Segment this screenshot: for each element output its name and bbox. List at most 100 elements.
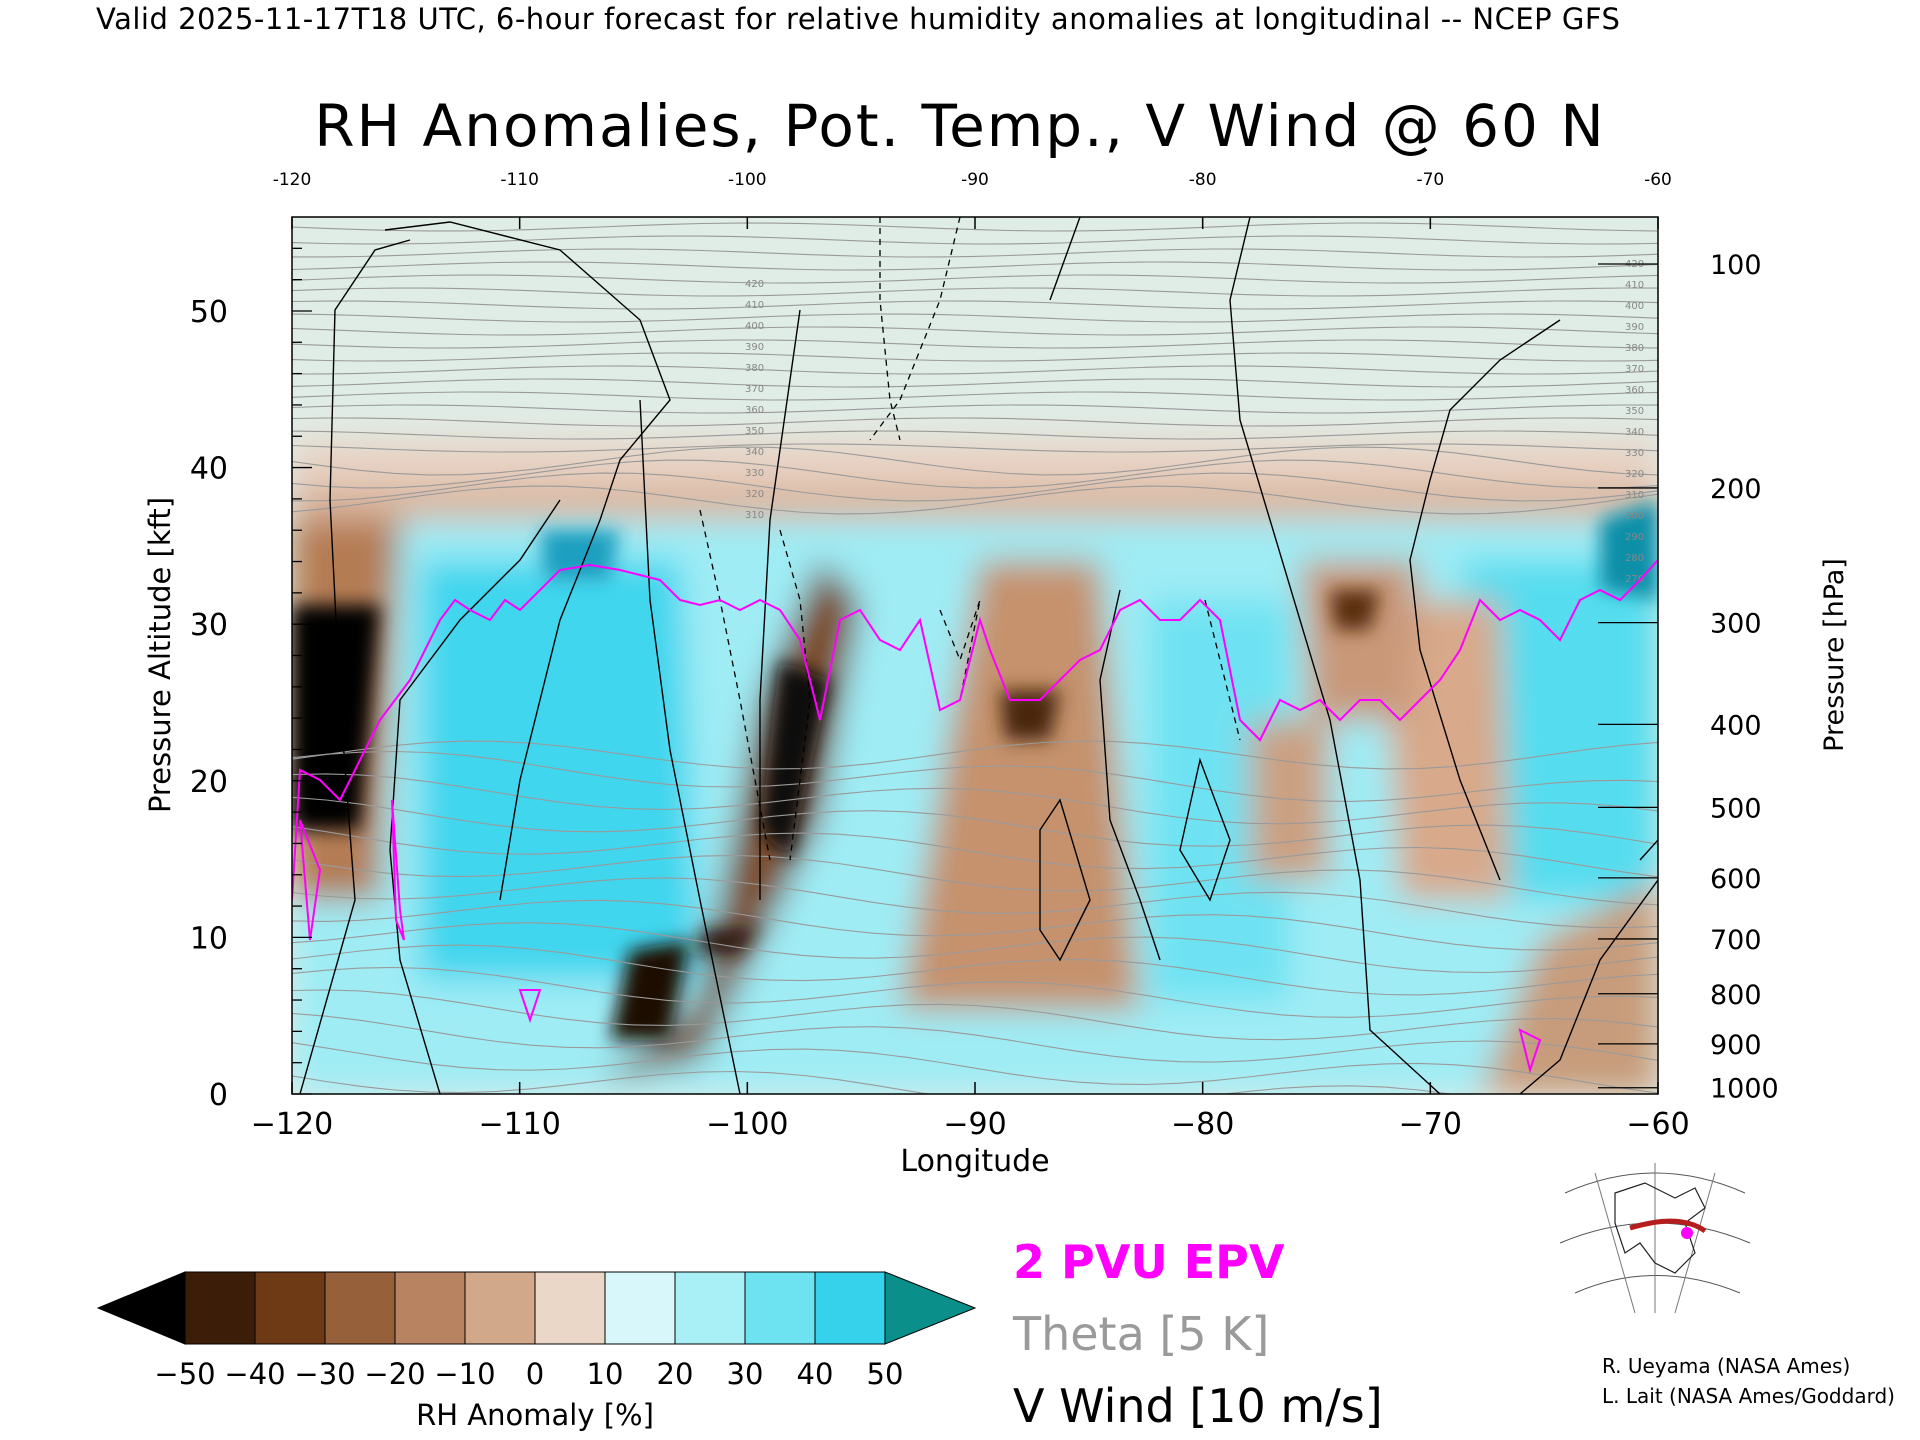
pressure-tick-label: 1000 <box>1710 1074 1779 1105</box>
y-tick-label: 10 <box>190 921 228 956</box>
x-axis-label: Longitude <box>900 1144 1049 1179</box>
x-tick-label: −100 <box>706 1107 788 1142</box>
theta-contour-line <box>292 339 1658 349</box>
theta-label: 310 <box>745 510 764 521</box>
colorbar-segment <box>184 1271 256 1345</box>
theta-label: 400 <box>1625 301 1644 312</box>
colorbar-over-arrow <box>884 1271 977 1345</box>
colorbar-segment <box>674 1271 746 1345</box>
v-wind-contours <box>299 217 1658 1094</box>
pressure-tick-label: 200 <box>1710 474 1762 505</box>
colorbar-label: RH Anomaly [%] <box>416 1398 654 1432</box>
colorbar-tick-label: −50 <box>154 1357 215 1391</box>
x-tick-label: −120 <box>251 1107 333 1142</box>
theta-contour-line <box>292 352 1658 362</box>
colorbar-tick-label: −40 <box>224 1357 285 1391</box>
v-wind-negative-contour <box>779 529 811 861</box>
theta-label: 420 <box>745 279 764 290</box>
credit-1: R. Ueyama (NASA Ames) <box>1602 1354 1850 1378</box>
v-wind-negative-contour <box>699 509 771 861</box>
pvu-contour-line <box>299 819 322 941</box>
header-text: Valid 2025-11-17T18 UTC, 6-hour forecast… <box>96 2 1621 36</box>
y-tick-label: 30 <box>190 608 228 643</box>
colorbar-tick-label: −30 <box>294 1357 355 1391</box>
theta-label: 380 <box>1625 343 1644 354</box>
chart-title: RH Anomalies, Pot. Temp., V Wind @ 60 N <box>314 92 1606 160</box>
theta-label: 320 <box>1625 469 1644 480</box>
v-wind-contour-line <box>1039 798 1091 962</box>
v-wind-contour-line <box>299 239 411 1094</box>
x-top-tick-label: -70 <box>1416 170 1444 190</box>
heatmap-field <box>292 217 1658 1094</box>
colorbar-tick-label: −20 <box>364 1357 425 1391</box>
x-tick-label: −70 <box>1399 1107 1462 1142</box>
v-wind-contour-line <box>1639 839 1658 861</box>
theta-contour-line <box>292 740 1658 770</box>
colorbar: −50 −40 −30 −20 −10 0 10 20 30 40 50 RH Anomaly [%] <box>96 1271 977 1432</box>
colorbar-tick-label: 50 <box>867 1357 904 1391</box>
theta-contour-line <box>292 485 1658 515</box>
pvu-contour-line <box>518 989 542 1024</box>
axes: −120 -120 −110 -110 −100 -100 −90 -90 −80 -80 −70 -… <box>143 170 1850 1179</box>
theta-contour-line <box>292 750 1658 802</box>
theta-label: 320 <box>745 489 764 500</box>
x-top-tick-label: -80 <box>1189 170 1217 190</box>
theta-label: 410 <box>1625 280 1644 291</box>
colorbar-segment <box>394 1271 466 1345</box>
theta-contour-line <box>292 989 1658 1041</box>
theta-contour-line <box>292 326 1658 336</box>
theta-contour-line <box>292 300 1658 310</box>
v-wind-contour-line <box>1229 217 1441 1094</box>
colorbar-tick-label: 40 <box>797 1357 834 1391</box>
theta-contour-line <box>292 391 1658 401</box>
colorbar-tick-label: −10 <box>434 1357 495 1391</box>
legend-entry: 2 PVU EPV <box>1013 1235 1285 1289</box>
x-tick-label: −60 <box>1626 1107 1689 1142</box>
pressure-tick-label: 500 <box>1710 793 1762 824</box>
theta-contour-line <box>292 773 1658 825</box>
theta-contour-line <box>292 287 1658 297</box>
v-wind-negative-contour <box>939 599 981 701</box>
theta-contour-line <box>292 443 1658 453</box>
inset-map <box>1555 1163 1755 1314</box>
theta-contour-line <box>292 274 1658 284</box>
pressure-tick-label: 700 <box>1710 925 1762 956</box>
x-tick-label: −90 <box>943 1107 1006 1142</box>
legend: 2 PVU EPV Theta [5 K] V Wind [10 m/s] <box>1012 1235 1383 1433</box>
v-wind-contour-line <box>1049 217 1081 301</box>
theta-label: 280 <box>1625 553 1644 564</box>
legend-entry: V Wind [10 m/s] <box>1013 1379 1383 1433</box>
theta-contour-line <box>292 966 1658 1018</box>
colorbar-tick-label: 10 <box>587 1357 624 1391</box>
theta-label: 340 <box>745 447 764 458</box>
pvu-contour-line <box>1518 1028 1542 1074</box>
theta-label: 360 <box>1625 385 1644 396</box>
colorbar-under-arrow <box>96 1271 186 1345</box>
theta-label: 350 <box>745 426 764 437</box>
colorbar-segment <box>324 1271 396 1345</box>
theta-contour-line <box>292 854 1658 906</box>
theta-label: 360 <box>745 405 764 416</box>
pressure-tick-label: 400 <box>1710 710 1762 741</box>
theta-contour-line <box>292 378 1658 388</box>
legend-entry: Theta [5 K] <box>1012 1307 1269 1361</box>
pressure-tick-label: 800 <box>1710 980 1762 1011</box>
theta-contour-line <box>292 261 1658 271</box>
v-wind-contour-line <box>1409 319 1561 881</box>
theta-label: 310 <box>1625 490 1644 501</box>
theta-contour-line <box>292 922 1658 974</box>
x-top-tick-label: -110 <box>500 170 539 190</box>
v-wind-contour-line <box>1099 589 1161 961</box>
theta-label: 340 <box>1625 427 1644 438</box>
v-wind-contour-line <box>1519 879 1658 1094</box>
pressure-tick-label: 300 <box>1710 609 1762 640</box>
y-tick-label: 50 <box>190 295 228 330</box>
pressure-tick-label: 100 <box>1710 250 1762 281</box>
colorbar-segment <box>744 1271 816 1345</box>
pvu-contour-line <box>292 559 1658 901</box>
colorbar-segment <box>534 1271 606 1345</box>
theta-label: 400 <box>745 321 764 332</box>
theta-contour-line <box>292 313 1658 323</box>
